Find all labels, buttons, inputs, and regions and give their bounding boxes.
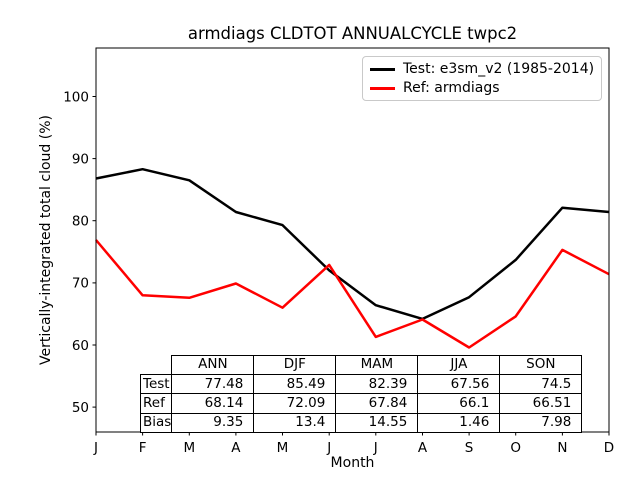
test-series-line [95, 167, 610, 321]
table-cell: 74.5 [499, 374, 583, 395]
y-tick-label: 90 [72, 151, 89, 167]
table-col-header: SON [499, 354, 583, 376]
table-row: Ref 68.14 72.09 67.84 66.1 66.51 [139, 393, 583, 414]
table-cell: 66.1 [417, 393, 501, 414]
y-tick-label: 100 [63, 89, 89, 105]
x-tick-label: J [326, 440, 331, 456]
x-tick-label: D [604, 440, 614, 456]
table-row: Bias 9.35 13.4 14.55 1.46 7.98 [139, 412, 583, 433]
legend-item-ref: Ref: armdiags [370, 81, 601, 95]
table-cell: 13.4 [253, 412, 337, 433]
test-line-swatch [370, 67, 395, 71]
ref-series-line [95, 239, 610, 349]
table-cell: 67.84 [335, 393, 419, 414]
table-row-label: Test [139, 374, 173, 395]
x-tick-label: M [277, 440, 289, 456]
x-tick-label: A [231, 440, 241, 456]
table-header-row: ANN DJF MAM JJA SON [141, 354, 583, 376]
legend-label-ref: Ref: armdiags [403, 80, 500, 96]
x-tick-label: O [510, 440, 521, 456]
table-cell: 68.14 [171, 393, 255, 414]
x-tick-label: S [465, 440, 474, 456]
x-tick-label: F [139, 440, 147, 456]
table-cell: 1.46 [417, 412, 501, 433]
seasonal-stats-table: ANN DJF MAM JJA SON Test 77.48 85.49 82.39 67.56 7… [139, 354, 583, 433]
x-tick-label: A [418, 440, 428, 456]
x-tick-label: M [183, 440, 195, 456]
x-axis-label: Month [330, 455, 375, 471]
legend-label-test: Test: e3sm_v2 (1985-2014) [403, 61, 595, 77]
table-cell: 82.39 [335, 374, 419, 395]
table-col-header: JJA [417, 354, 501, 376]
y-tick-label: 70 [72, 276, 89, 292]
x-tick-label: N [557, 440, 567, 456]
legend: Test: e3sm_v2 (1985-2014) Ref: armdiags [362, 56, 602, 101]
table-cell: 72.09 [253, 393, 337, 414]
x-tick-label: J [93, 440, 98, 456]
legend-item-test: Test: e3sm_v2 (1985-2014) [370, 62, 601, 76]
x-tick-label: J [373, 440, 378, 456]
table-row-label: Ref [139, 393, 173, 414]
table-cell: 7.98 [499, 412, 583, 433]
table-col-header: MAM [335, 354, 419, 376]
y-axis-label: Vertically-integrated total cloud (%) [38, 115, 54, 365]
table-cell: 9.35 [171, 412, 255, 433]
table-cell: 14.55 [335, 412, 419, 433]
y-tick-label: 60 [72, 338, 89, 354]
table-cell: 66.51 [499, 393, 583, 414]
table-col-header: DJF [253, 354, 337, 376]
table-cell: 77.48 [171, 374, 255, 395]
chart-title: armdiags CLDTOT ANNUALCYCLE twpc2 [187, 24, 518, 43]
y-tick-label: 80 [72, 214, 89, 230]
table-cell: 67.56 [417, 374, 501, 395]
table-cell: 85.49 [253, 374, 337, 395]
table-row-label: Bias [139, 412, 173, 433]
table-row: Test 77.48 85.49 82.39 67.56 74.5 [139, 374, 583, 395]
ref-line-swatch [370, 86, 395, 90]
table-col-header: ANN [171, 354, 255, 376]
table-corner-cell [141, 356, 172, 375]
y-tick-label: 50 [72, 400, 89, 416]
